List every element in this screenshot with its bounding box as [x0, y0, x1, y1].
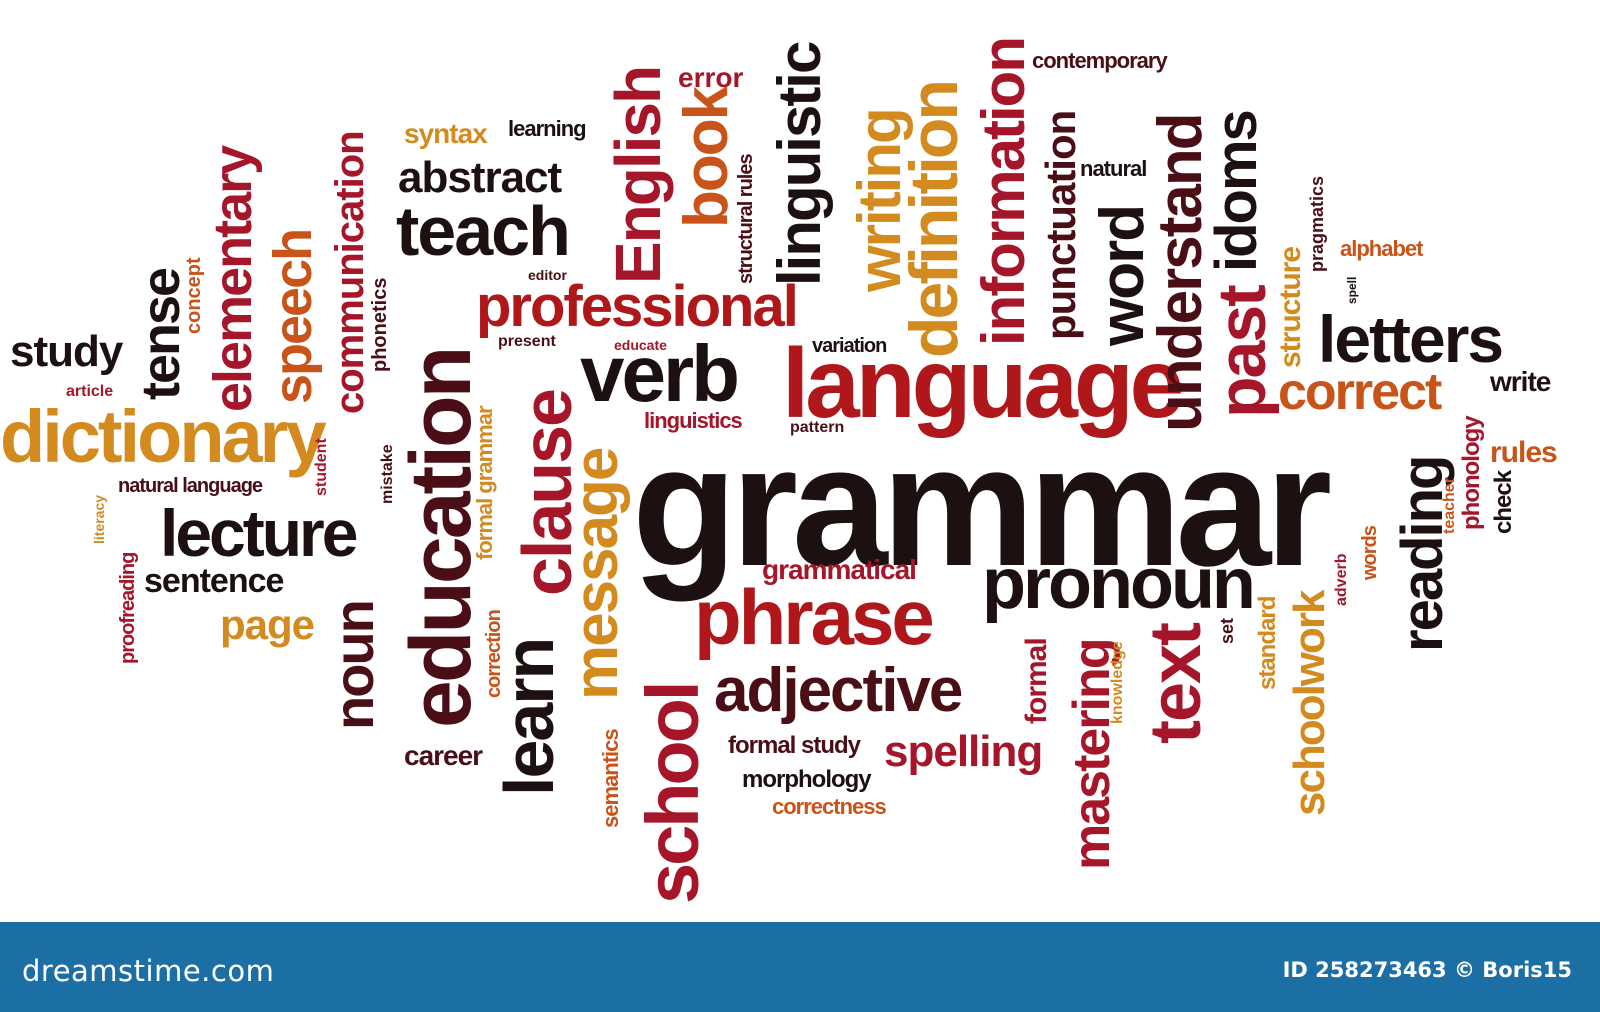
word-spelling: spelling — [884, 727, 1043, 776]
word-phonetics: phonetics — [369, 277, 391, 372]
word-teach: teach — [396, 192, 571, 270]
word-contemporary: contemporary — [1032, 48, 1168, 73]
word-article: article — [66, 383, 114, 400]
word-variation: variation — [812, 335, 887, 357]
word-concept: concept — [183, 257, 205, 334]
word-teacher: teacher — [1441, 477, 1458, 534]
image-id-credit: ID 258273463 © Boris15 — [1282, 958, 1572, 982]
word-linguistic: linguistic — [766, 42, 833, 286]
word-phrase: phrase — [694, 573, 935, 661]
word-student: student — [313, 438, 330, 496]
word-verb: verb — [580, 329, 740, 418]
word-definition: definition — [896, 82, 972, 358]
word-cloud: grammar language dictionary professional… — [0, 38, 1558, 904]
word-proofreading: proofreading — [117, 552, 139, 664]
word-idoms: idoms — [1204, 111, 1269, 272]
word-morphology: morphology — [742, 766, 872, 793]
word-set: set — [1217, 617, 1237, 644]
word-page: page — [220, 601, 315, 648]
word-speech: speech — [263, 229, 323, 404]
word-rules: rules — [1490, 436, 1558, 469]
word-professional: professional — [476, 274, 799, 339]
word-schoolwork: schoolwork — [1285, 591, 1334, 817]
word-understand: understand — [1146, 114, 1215, 432]
word-adverb: adverb — [1333, 553, 1350, 606]
word-tense: tense — [131, 268, 191, 400]
word-english: English — [602, 66, 674, 284]
word-educate: educate — [614, 337, 667, 353]
word-formal-study: formal study — [728, 732, 861, 759]
word-elementary: elementary — [203, 146, 263, 412]
word-pragmatics: pragmatics — [1307, 175, 1327, 272]
word-alphabet: alphabet — [1340, 236, 1423, 261]
word-adjective: adjective — [714, 656, 963, 725]
word-structure: structure — [1274, 246, 1307, 368]
word-correction: correction — [483, 610, 505, 698]
word-pattern: pattern — [790, 419, 845, 436]
word-present: present — [498, 333, 556, 350]
word-lecture: lecture — [160, 496, 358, 570]
word-information: information — [970, 38, 1037, 346]
word-write: write — [1490, 366, 1551, 397]
word-communication: communication — [328, 131, 372, 414]
word-pronoun: pronoun — [982, 544, 1256, 624]
word-learning: learning — [508, 116, 587, 141]
footer-logo: dreamstime.com — [22, 954, 275, 988]
word-study: study — [10, 327, 123, 376]
word-knowledge: knowledge — [1109, 641, 1126, 724]
word-word: word — [1088, 205, 1157, 346]
word-correctness: correctness — [772, 794, 887, 819]
word-semantics: semantics — [598, 729, 623, 828]
word-noun: noun — [322, 601, 385, 730]
word-spell: spell — [1345, 276, 1359, 304]
word-dictionary: dictionary — [0, 395, 327, 478]
word-punctuation: punctuation — [1037, 110, 1084, 340]
word-correct: correct — [1278, 363, 1442, 421]
word-career: career — [404, 740, 483, 771]
word-grammatical: grammatical — [762, 554, 917, 585]
word-syntax: syntax — [404, 118, 488, 149]
word-school: school — [631, 683, 714, 904]
word-phonology: phonology — [1458, 416, 1485, 530]
word-words: words — [1359, 526, 1381, 580]
word-editor: editor — [528, 267, 567, 283]
word-formal: formal — [1020, 638, 1053, 724]
word-grammar: grammar — [632, 410, 1332, 602]
watermark-footer: dreamstime.com ID 258273463 © Boris15 — [0, 922, 1600, 1012]
word-past: past — [1204, 286, 1280, 418]
word-sentence: sentence — [144, 562, 284, 600]
word-error: error — [678, 62, 744, 93]
word-check: check — [1490, 470, 1517, 534]
word-standard: standard — [1254, 596, 1281, 690]
word-literacy: literacy — [91, 494, 107, 544]
word-abstract: abstract — [398, 153, 562, 202]
word-natural-language: natural language — [118, 475, 263, 497]
word-formal-grammar: formal grammar — [472, 406, 497, 560]
word-structural-rules: structural rules — [735, 154, 757, 284]
word-natural: natural — [1080, 156, 1147, 181]
word-message: message — [562, 448, 631, 700]
word-book: book — [672, 87, 741, 228]
word-mistake: mistake — [379, 444, 396, 504]
word-linguistics: linguistics — [644, 408, 743, 433]
word-letters: letters — [1318, 302, 1504, 376]
word-language: language — [782, 328, 1184, 438]
word-text: text — [1136, 623, 1216, 744]
